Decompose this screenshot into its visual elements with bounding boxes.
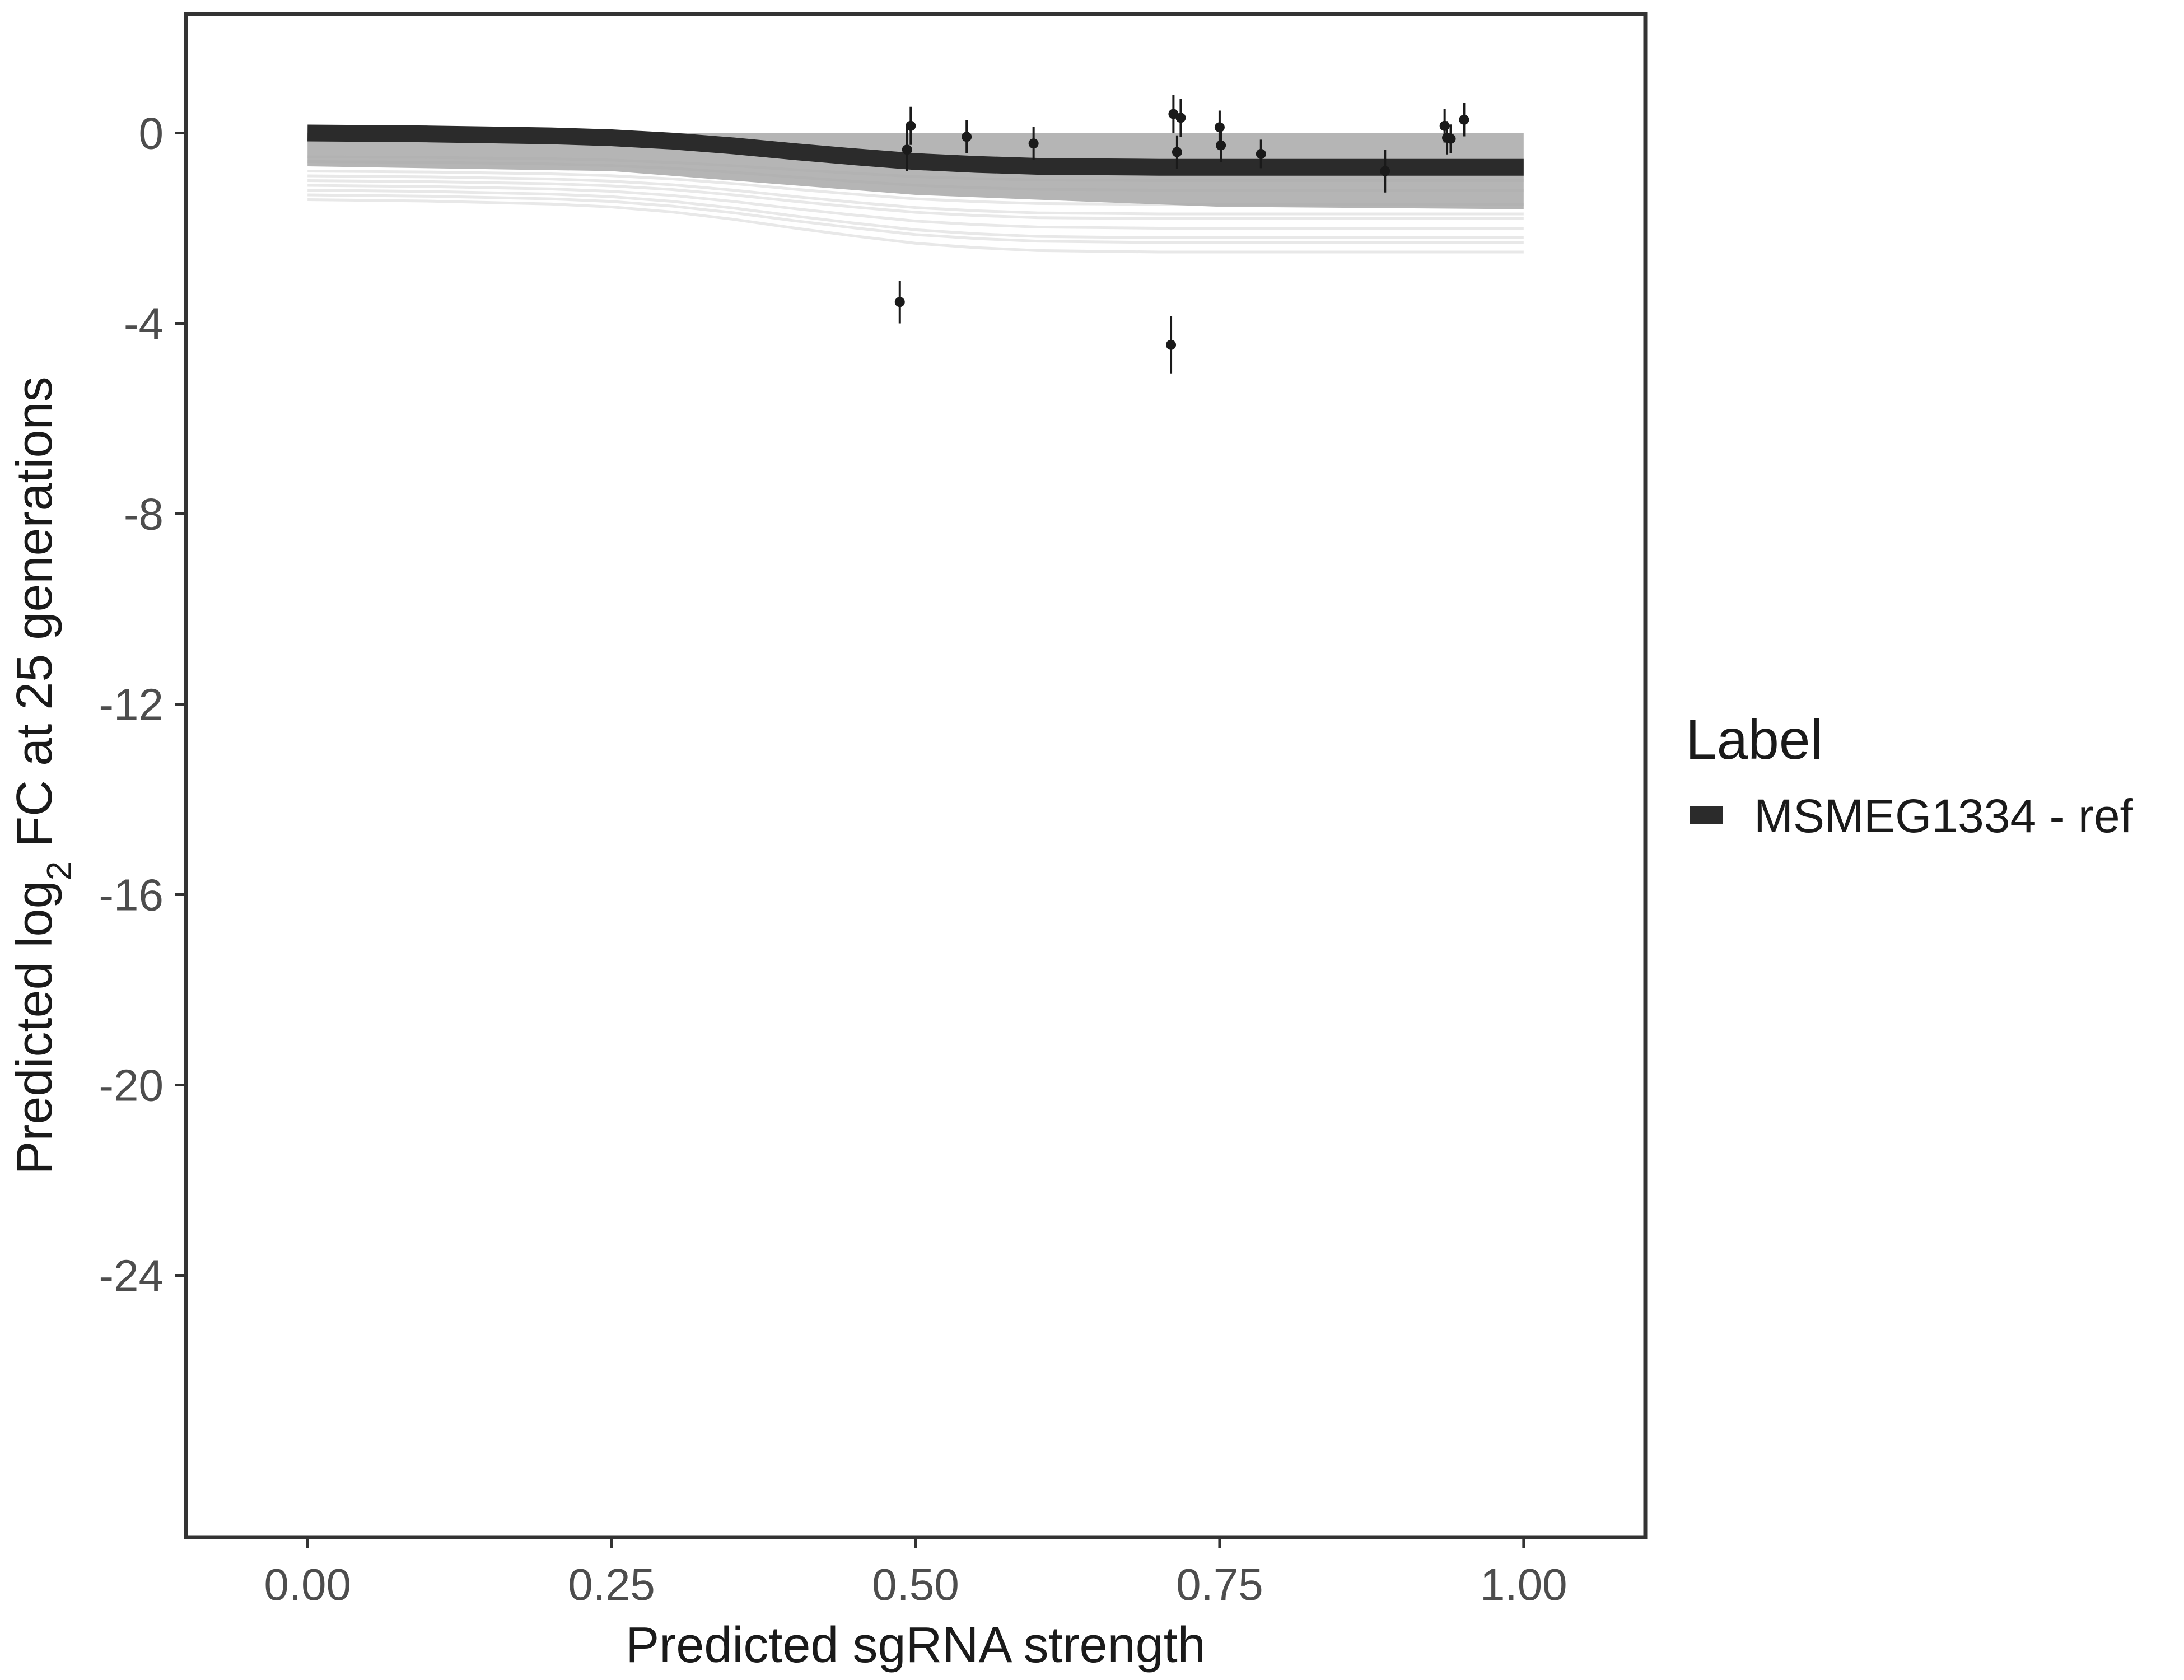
x-tick-label: 0.00 bbox=[264, 1560, 351, 1609]
plot-area bbox=[184, 12, 1648, 1539]
legend: Label MSMEG1334 - ref bbox=[1686, 708, 2134, 842]
point-marker bbox=[1175, 113, 1186, 123]
legend-title: Label bbox=[1686, 708, 1823, 771]
x-axis: 0.00 0.25 0.50 0.75 1.00 bbox=[264, 1537, 1567, 1609]
y-tick-label: 0 bbox=[139, 109, 164, 158]
data-point bbox=[1214, 110, 1225, 144]
data-point bbox=[1380, 150, 1390, 193]
data-point bbox=[1172, 135, 1182, 169]
y-axis: 0 -4 -8 -12 -16 -20 -24 bbox=[99, 109, 186, 1301]
x-axis-title: Predicted sgRNA strength bbox=[626, 1617, 1206, 1673]
data-point bbox=[1166, 316, 1177, 374]
data-point bbox=[894, 281, 905, 324]
posterior-draw-line bbox=[307, 174, 1524, 216]
fit-line-path bbox=[307, 124, 1524, 176]
y-tick-label: -8 bbox=[124, 489, 164, 539]
data-point bbox=[902, 128, 912, 171]
data-point bbox=[1256, 139, 1266, 169]
point-marker bbox=[906, 120, 916, 131]
data-point bbox=[906, 106, 916, 145]
data-point bbox=[1216, 128, 1226, 162]
point-marker bbox=[1256, 148, 1266, 159]
point-marker bbox=[1216, 140, 1226, 151]
y-tick-label: -12 bbox=[99, 680, 164, 730]
y-axis-title: Predicted log2 FC at 25 generations bbox=[7, 376, 79, 1174]
y-tick-label: -20 bbox=[99, 1061, 164, 1110]
x-tick-label: 1.00 bbox=[1480, 1560, 1567, 1609]
point-marker bbox=[1380, 166, 1390, 176]
x-tick-label: 0.75 bbox=[1176, 1560, 1263, 1609]
posterior-draw-line bbox=[307, 179, 1524, 220]
point-marker bbox=[902, 144, 912, 155]
data-point bbox=[1459, 102, 1469, 137]
posterior-draw-line bbox=[307, 184, 1524, 230]
posterior-draw-line bbox=[307, 193, 1524, 244]
x-tick-label: 0.25 bbox=[568, 1560, 655, 1609]
point-marker bbox=[1028, 138, 1039, 149]
point-marker bbox=[1172, 147, 1182, 157]
x-tick-label: 0.50 bbox=[872, 1560, 959, 1609]
point-marker bbox=[1166, 339, 1177, 350]
point-marker bbox=[1214, 122, 1225, 133]
point-marker bbox=[1459, 114, 1469, 125]
point-marker bbox=[1445, 133, 1456, 144]
posterior-draw-line bbox=[307, 189, 1524, 239]
point-marker bbox=[962, 132, 972, 142]
data-point bbox=[1175, 99, 1186, 137]
y-axis-title-subscript: 2 bbox=[40, 861, 79, 880]
y-axis-title-part: Predicted log bbox=[7, 880, 63, 1174]
legend-entry-label: MSMEG1334 - ref bbox=[1754, 790, 2134, 842]
legend-key bbox=[1690, 806, 1723, 824]
y-tick-label: -16 bbox=[99, 870, 164, 920]
data-point bbox=[962, 120, 972, 154]
y-tick-label: -24 bbox=[99, 1251, 164, 1301]
data-point bbox=[1028, 127, 1039, 160]
posterior-draw-line bbox=[307, 198, 1524, 254]
credible-ribbon bbox=[307, 133, 1524, 209]
y-axis-title-part: FC at 25 generations bbox=[7, 376, 63, 861]
data-point bbox=[1168, 95, 1179, 133]
credible-ribbon-area bbox=[307, 133, 1524, 209]
data-point bbox=[1445, 124, 1456, 153]
data-points bbox=[894, 95, 1469, 374]
y-tick-label: -4 bbox=[124, 299, 164, 349]
point-marker bbox=[894, 297, 905, 307]
fit-line bbox=[307, 124, 1524, 176]
